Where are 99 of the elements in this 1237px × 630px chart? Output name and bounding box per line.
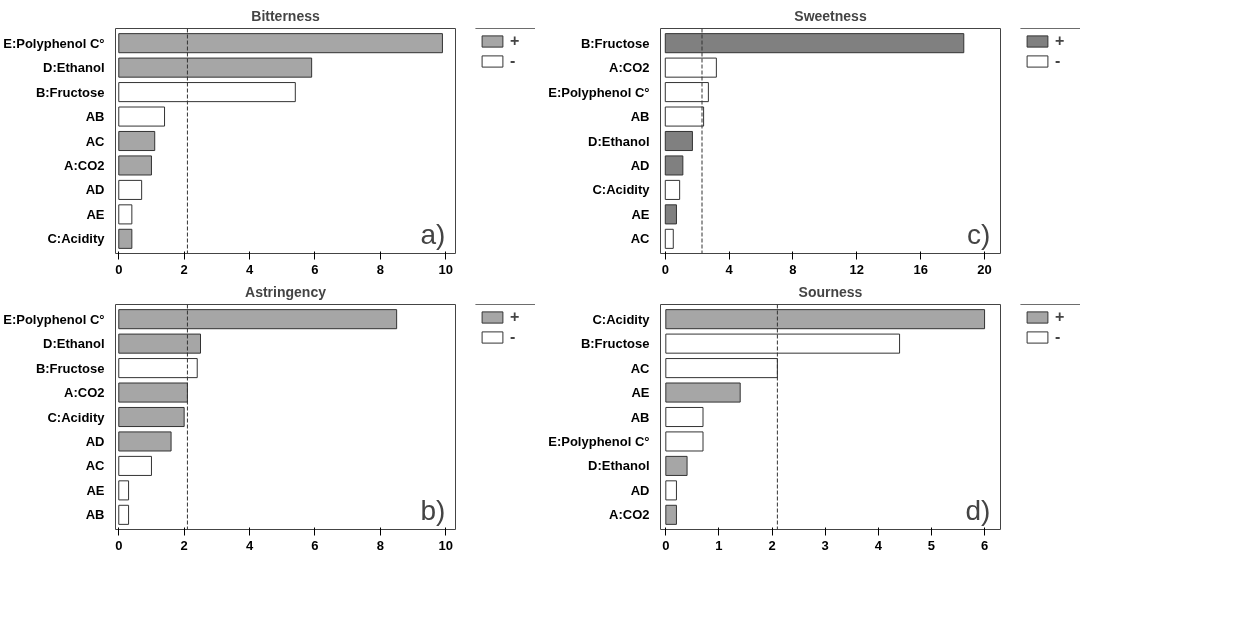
y-tick-label: B:Fructose — [35, 360, 105, 376]
legend-label: + — [510, 32, 521, 50]
bar — [664, 130, 693, 152]
x-tick-label: 4 — [725, 261, 734, 277]
y-tick-label: AD — [630, 482, 650, 498]
x-tick-label: 10 — [438, 537, 453, 553]
annotation: d) — [965, 494, 991, 526]
y-tick-label: E:Polyphenol C° — [3, 311, 105, 327]
x-tick-label: 6 — [311, 537, 319, 553]
legend-label: - — [510, 328, 517, 346]
bar — [664, 204, 677, 225]
annotation: c) — [966, 218, 991, 250]
x-tick-label: 1 — [715, 537, 723, 553]
y-tick-label: A:CO2 — [609, 60, 650, 76]
bar — [665, 431, 704, 452]
y-tick-label: AD — [85, 433, 105, 449]
x-tick-label: 4 — [874, 537, 883, 553]
x-tick-label: 0 — [115, 261, 123, 277]
y-tick-label: AD — [630, 157, 650, 173]
y-tick-label: C:Acidity — [592, 311, 651, 327]
x-tick-label: 20 — [977, 261, 992, 277]
annotation: b) — [420, 494, 446, 526]
y-tick-label: B:Fructose — [580, 336, 650, 352]
x-tick-label: 4 — [245, 537, 254, 553]
chart-title: Sourness — [798, 283, 863, 300]
x-tick-label: 6 — [311, 261, 319, 277]
legend-label: - — [510, 52, 517, 70]
y-tick-label: AC — [85, 133, 106, 149]
chart-title: Astringency — [245, 283, 327, 300]
x-tick-label: 16 — [913, 261, 928, 277]
x-tick-label: 8 — [376, 261, 384, 277]
y-tick-label: A:CO2 — [609, 507, 650, 523]
bar — [664, 155, 684, 176]
bar — [118, 228, 133, 249]
legend-label: + — [1055, 32, 1066, 50]
bar — [665, 382, 741, 403]
bar — [118, 204, 133, 225]
legend-label: + — [1055, 308, 1066, 326]
y-tick-label: E:Polyphenol C° — [3, 35, 105, 51]
bar — [118, 480, 130, 501]
y-tick-label: D:Ethanol — [588, 133, 650, 149]
bar — [664, 179, 681, 200]
legend-label: + — [510, 308, 521, 326]
x-tick-label: 6 — [980, 537, 989, 553]
x-tick-label: 10 — [438, 261, 453, 277]
y-tick-label: A:CO2 — [64, 385, 105, 401]
bar — [665, 406, 704, 428]
bar — [118, 504, 130, 525]
y-tick-label: AE — [86, 206, 105, 222]
bar — [665, 480, 677, 501]
x-tick-label: 2 — [180, 537, 188, 553]
bar — [118, 155, 152, 176]
x-tick-label: 12 — [849, 261, 865, 277]
y-tick-label: D:Ethanol — [43, 336, 105, 352]
y-tick-label: D:Ethanol — [588, 458, 650, 474]
bar — [118, 106, 166, 127]
y-tick-label: AB — [630, 109, 650, 125]
chart-title: Sweetness — [794, 7, 867, 24]
y-tick-label: AB — [85, 507, 105, 523]
x-tick-label: 0 — [661, 261, 669, 277]
y-tick-label: E:Polyphenol C° — [548, 433, 650, 449]
legend-label: - — [1055, 328, 1062, 346]
x-tick-label: 2 — [180, 261, 188, 277]
y-tick-label: C:Acidity — [47, 231, 106, 247]
chart-title: Bitterness — [251, 7, 320, 24]
bar — [118, 455, 152, 476]
y-tick-label: AC — [85, 458, 106, 474]
x-tick-label: 8 — [789, 261, 797, 277]
x-tick-label: 0 — [662, 537, 670, 553]
y-tick-label: AB — [630, 409, 650, 425]
y-tick-label: C:Acidity — [592, 182, 651, 198]
y-tick-label: A:CO2 — [64, 157, 105, 173]
bar — [665, 455, 688, 476]
x-tick-label: 0 — [115, 537, 123, 553]
y-tick-label: C:Acidity — [47, 409, 106, 425]
y-tick-label: AE — [86, 482, 105, 498]
x-tick-label: 2 — [768, 537, 776, 553]
annotation: a) — [420, 218, 446, 250]
y-tick-label: AC — [630, 360, 651, 376]
x-tick-label: 3 — [821, 537, 829, 553]
bar — [118, 431, 172, 452]
x-tick-label: 4 — [245, 261, 254, 277]
bar — [118, 406, 185, 428]
y-tick-label: B:Fructose — [580, 35, 650, 51]
y-tick-label: D:Ethanol — [43, 60, 105, 76]
bar — [665, 504, 677, 525]
y-tick-label: AE — [631, 206, 650, 222]
bar — [664, 228, 674, 249]
bar — [118, 130, 156, 152]
bar — [118, 179, 143, 200]
y-tick-label: AC — [630, 231, 651, 247]
legend-label: - — [1055, 52, 1062, 70]
y-tick-label: AD — [85, 182, 105, 198]
y-tick-label: AB — [85, 109, 105, 125]
y-tick-label: AE — [631, 385, 650, 401]
x-tick-label: 5 — [927, 537, 936, 553]
x-tick-label: 8 — [376, 537, 384, 553]
y-tick-label: B:Fructose — [35, 84, 105, 100]
y-tick-label: E:Polyphenol C° — [548, 84, 650, 100]
